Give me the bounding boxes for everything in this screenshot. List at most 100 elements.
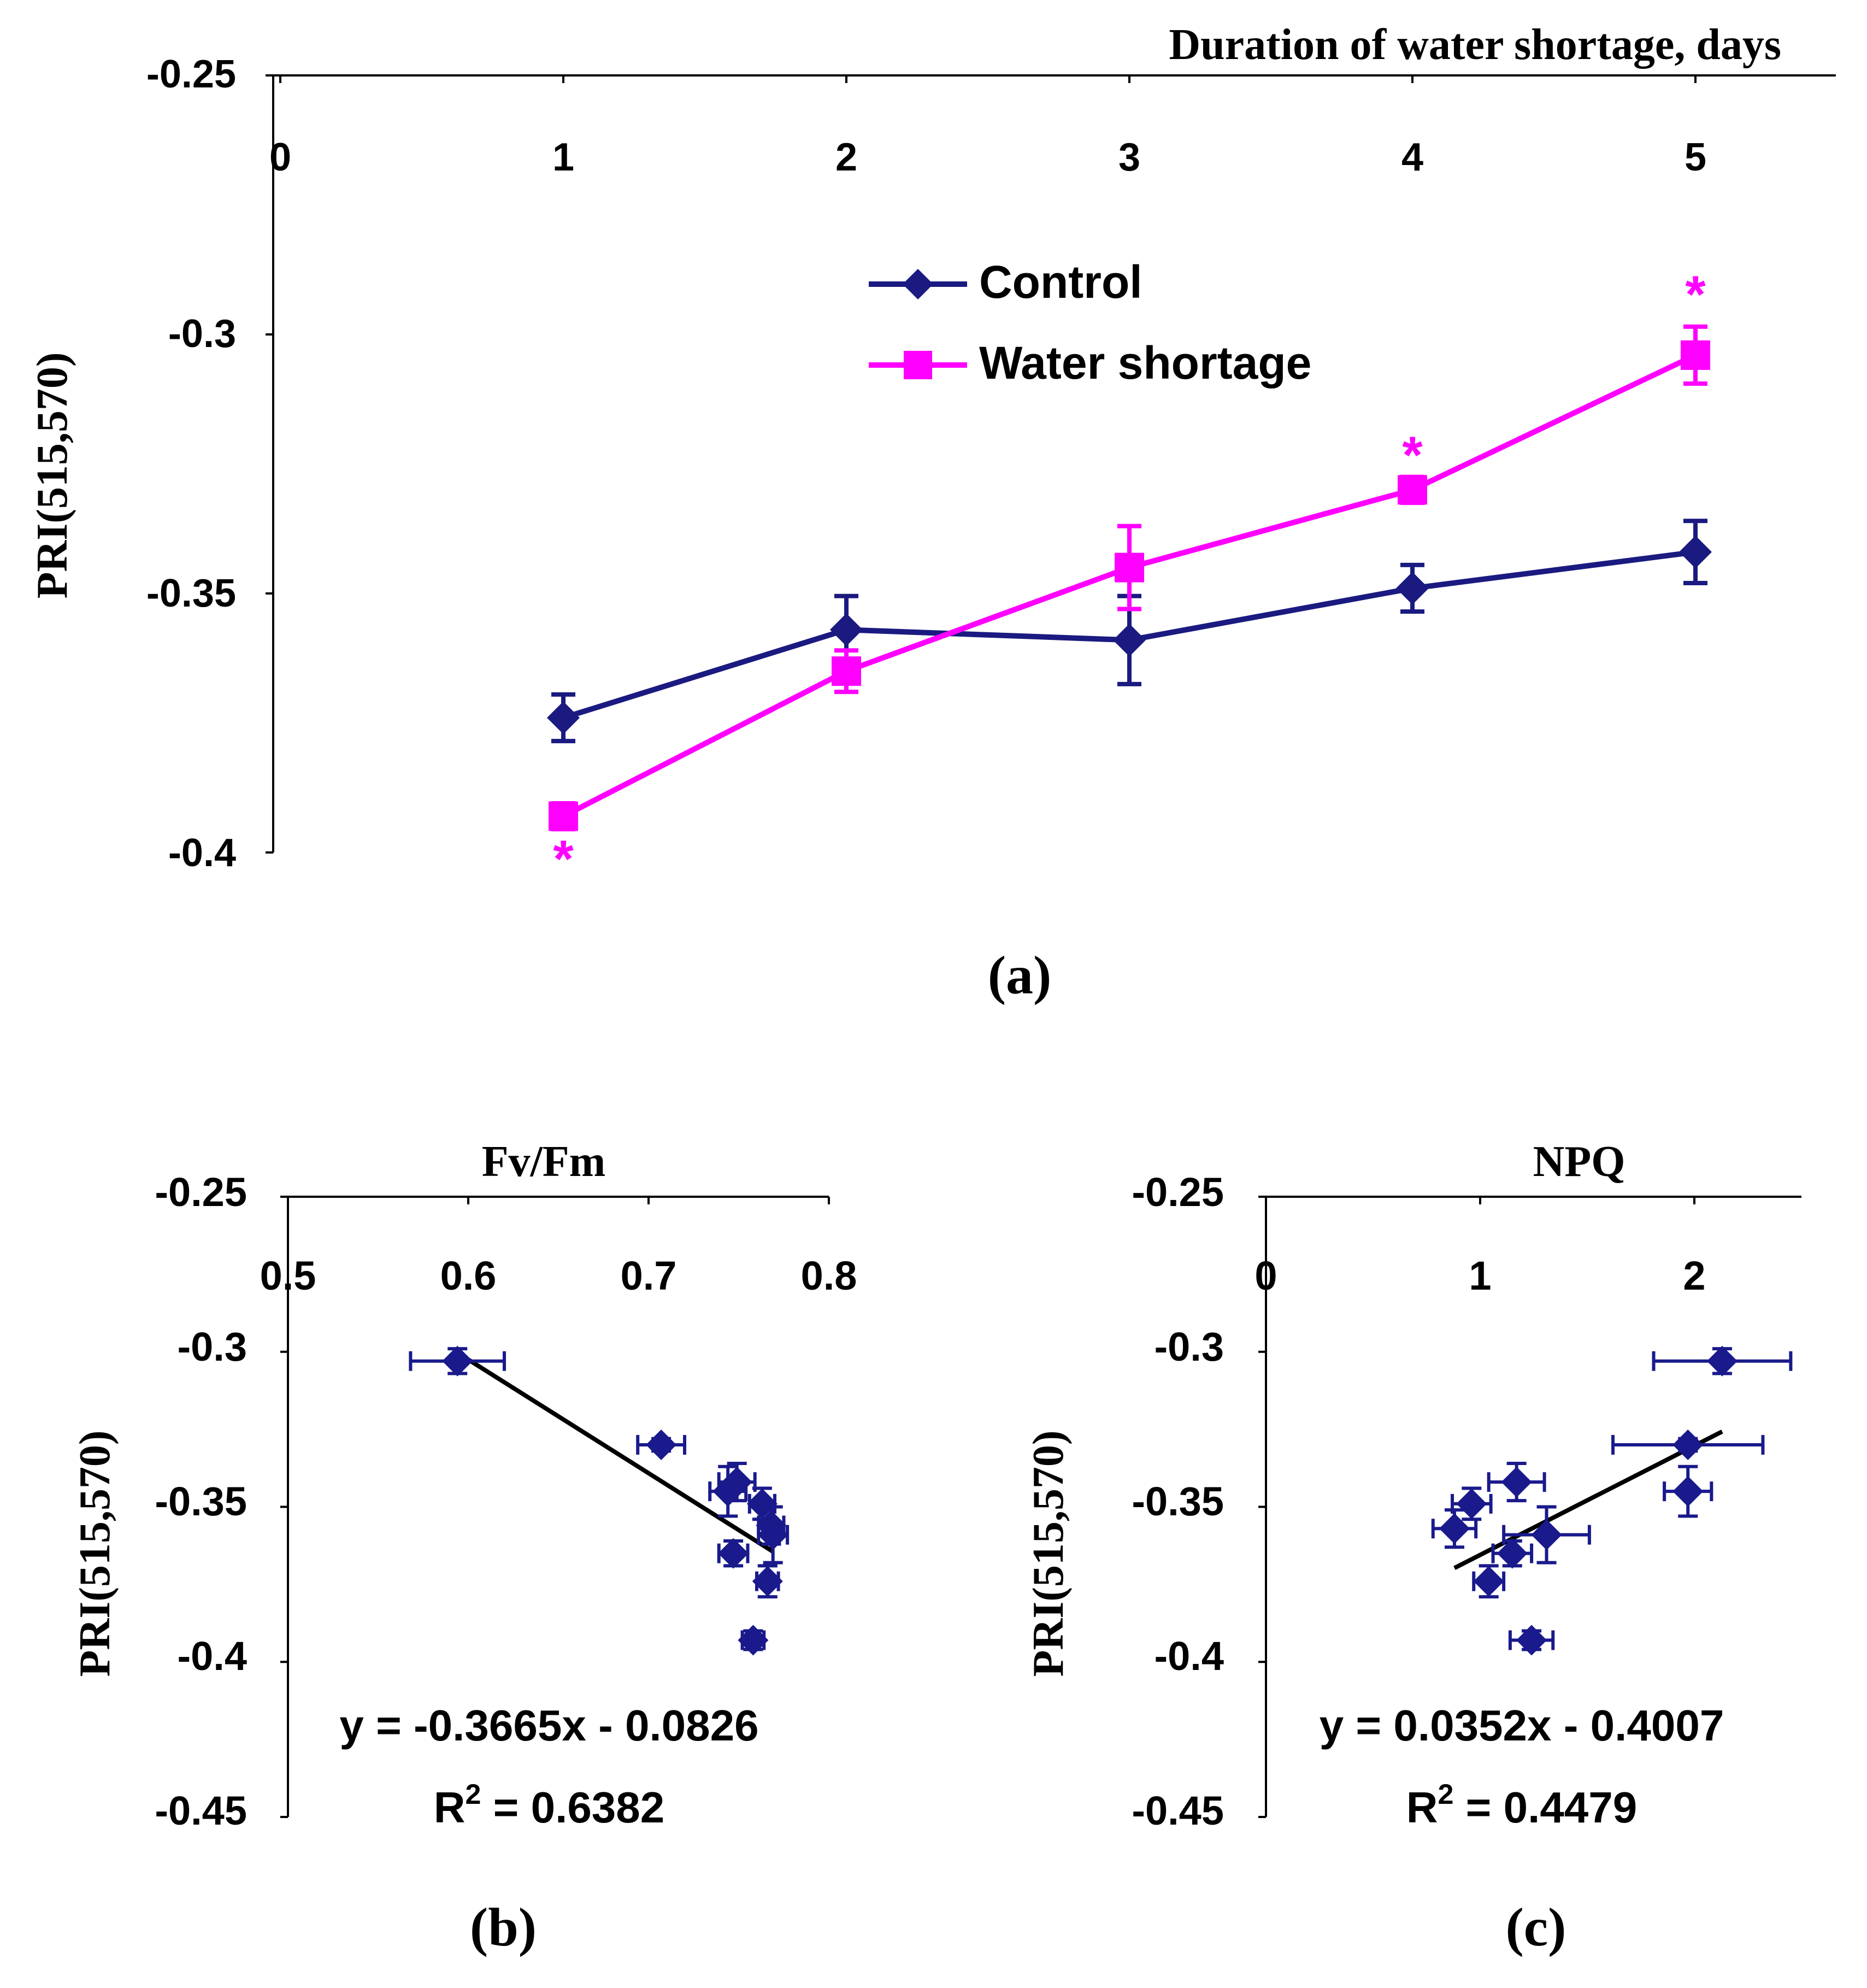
x-tick-label: 0: [1255, 1253, 1277, 1298]
scatter-point: [738, 1625, 769, 1656]
y-tick-label: -0.3: [1154, 1324, 1224, 1369]
scatter-point: [1439, 1513, 1470, 1544]
scatter-point: [718, 1538, 749, 1569]
scatter-point: [1497, 1538, 1528, 1569]
x-tick-label: 0.6: [440, 1253, 497, 1298]
water-shortage-point: [1681, 340, 1710, 370]
y-tick-label: -0.4: [1154, 1633, 1224, 1679]
y-tick-label: -0.35: [155, 1479, 247, 1524]
panel-c-axes: [1258, 1196, 1801, 1818]
control-point: [547, 701, 580, 734]
legend-water-label: Water shortage: [979, 337, 1311, 389]
panel-c-r-squared: R2 = 0.4479: [1406, 1779, 1638, 1832]
r2-exponent: 2: [1438, 1779, 1454, 1810]
legend: Control Water shortage: [869, 256, 1311, 389]
x-tick-label: 3: [1118, 136, 1140, 179]
panel-c-trendline: [1453, 1430, 1723, 1570]
legend-control-marker: [903, 269, 933, 299]
panel-a-axes: [266, 74, 1836, 854]
significance-asterisk: *: [1685, 265, 1706, 324]
r2-prefix: R: [1406, 1783, 1438, 1832]
panel-b-title: Fv/Fm: [482, 1138, 606, 1186]
y-tick-label: -0.25: [1132, 1169, 1224, 1215]
water-shortage-point: [1115, 552, 1144, 583]
scatter-point: [1501, 1467, 1532, 1498]
scatter-point: [1706, 1345, 1738, 1377]
y-tick-label: -0.35: [1132, 1479, 1224, 1524]
x-tick-label: 2: [1683, 1253, 1705, 1298]
x-tick-label: 1: [552, 136, 574, 179]
panel-b-points: [409, 1345, 790, 1656]
y-tick-label: -0.45: [1132, 1788, 1224, 1833]
scatter-point: [1456, 1488, 1487, 1519]
panel-a-label: (a): [988, 945, 1052, 1005]
water-shortage-point: [832, 656, 861, 686]
panel-a-annotations: * * *: [553, 265, 1706, 888]
legend-water-marker: [904, 351, 932, 379]
y-tick-label: -0.4: [177, 1633, 247, 1679]
y-axis-title: PRI(515,570): [28, 352, 76, 598]
panel-c-y-ticks: -0.25 -0.3 -0.35 -0.4 -0.45: [1132, 1169, 1224, 1833]
significance-asterisk: *: [553, 830, 574, 889]
panel-c-x-ticks: 0 1 2: [1255, 1253, 1705, 1298]
scatter-point: [752, 1566, 783, 1597]
panel-b-trendline: [456, 1351, 774, 1554]
r2-exponent: 2: [466, 1779, 481, 1810]
scatter-point: [442, 1345, 473, 1377]
y-tick-label: -0.35: [146, 572, 236, 615]
x-tick-label: 2: [835, 136, 857, 179]
panel-a-y-ticks: -0.25 -0.3 -0.35 -0.4: [146, 52, 236, 875]
y-tick-label: -0.45: [155, 1788, 247, 1833]
r2-prefix: R: [434, 1783, 466, 1832]
scatter-point: [1672, 1476, 1704, 1507]
scatter-point: [646, 1430, 677, 1460]
x-tick-label: 0.5: [260, 1253, 316, 1298]
control-point: [1396, 572, 1429, 605]
scatter-point: [757, 1519, 788, 1550]
significance-asterisk: *: [1402, 426, 1423, 484]
panel-c-equation: y = 0.0352x - 0.4007: [1320, 1701, 1724, 1750]
r2-value: = 0.6382: [481, 1783, 664, 1832]
panel-c-label: (c): [1506, 1897, 1566, 1957]
panel-a-line-chart: -0.25 -0.3 -0.35 -0.4 0 1 2 3 4 5 Durati…: [28, 21, 1836, 1005]
x-axis-title: Duration of water shortage, days: [1169, 21, 1781, 69]
control-point: [1113, 624, 1146, 657]
scatter-point: [1473, 1566, 1504, 1597]
y-tick-label: -0.25: [146, 52, 236, 96]
scatter-point: [1672, 1430, 1704, 1460]
scatter-point: [1516, 1625, 1547, 1656]
trendline: [1453, 1430, 1723, 1570]
y-axis-title: PRI(515,570): [71, 1430, 119, 1677]
x-tick-label: 0: [269, 136, 291, 179]
panel-b-y-ticks: -0.25 -0.3 -0.35 -0.4 -0.45: [155, 1169, 247, 1833]
y-axis-title: PRI(515,570): [1024, 1430, 1073, 1677]
panel-a-series: [547, 324, 1712, 832]
control-point: [1679, 536, 1712, 569]
x-tick-label: 0.7: [621, 1253, 677, 1298]
water-shortage-point: [549, 801, 578, 831]
x-tick-label: 4: [1401, 136, 1423, 179]
panel-c-points: [1431, 1345, 1793, 1656]
panel-b-scatter-chart: -0.25 -0.3 -0.35 -0.4 -0.45 0.5 0.6 0.7 …: [71, 1138, 857, 1957]
panel-b-label: (b): [470, 1897, 537, 1957]
y-tick-label: -0.25: [155, 1169, 247, 1215]
panel-a-x-ticks: 0 1 2 3 4 5: [269, 136, 1706, 179]
panel-b-axes: [280, 1196, 830, 1818]
legend-control-label: Control: [979, 256, 1142, 308]
panel-c-title: NPQ: [1533, 1138, 1625, 1186]
x-tick-label: 5: [1685, 136, 1706, 179]
x-tick-label: 1: [1469, 1253, 1491, 1298]
control-point: [830, 613, 863, 646]
y-tick-label: -0.3: [168, 312, 236, 356]
panel-b-equation: y = -0.3665x - 0.0826: [339, 1701, 758, 1750]
trendline: [456, 1351, 774, 1554]
y-tick-label: -0.3: [177, 1324, 247, 1369]
panel-b-r-squared: R2 = 0.6382: [434, 1779, 665, 1832]
scatter-point: [1531, 1519, 1562, 1550]
x-tick-label: 0.8: [801, 1253, 857, 1298]
water-shortage-point: [1398, 475, 1427, 505]
y-tick-label: -0.4: [168, 831, 236, 875]
panel-b-x-ticks: 0.5 0.6 0.7 0.8: [260, 1253, 857, 1298]
scatter-point: [712, 1476, 744, 1507]
